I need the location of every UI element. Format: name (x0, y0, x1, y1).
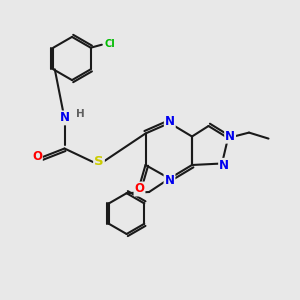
Text: S: S (94, 155, 104, 168)
Text: N: N (59, 111, 70, 124)
Text: N: N (225, 130, 235, 143)
Text: N: N (164, 174, 175, 187)
Text: O: O (134, 182, 145, 196)
Text: N: N (165, 115, 175, 128)
Text: N: N (219, 159, 229, 172)
Text: O: O (32, 150, 42, 164)
Text: Cl: Cl (104, 39, 115, 49)
Text: H: H (76, 109, 85, 119)
